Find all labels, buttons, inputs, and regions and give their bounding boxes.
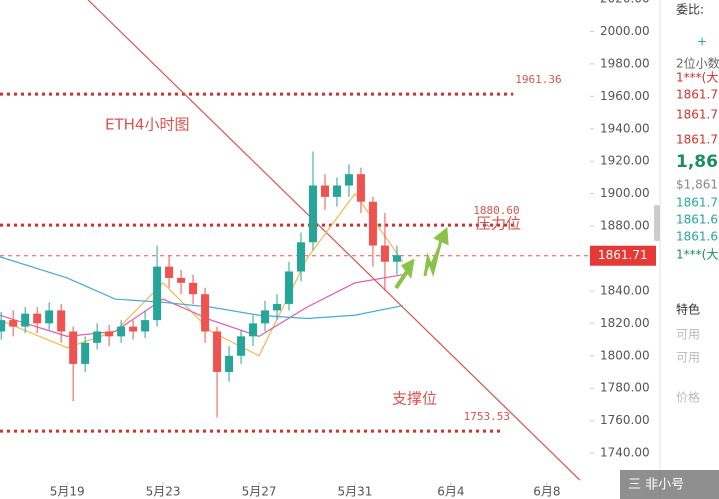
panel-text: 委比: <box>676 3 704 17</box>
level-note: 支撑位 <box>392 390 437 408</box>
candle-body <box>285 271 294 304</box>
candle-body <box>320 185 329 197</box>
candle-body <box>261 310 270 324</box>
panel-text: 1861.6 <box>676 230 718 244</box>
y-tick-label: 1780.00 <box>600 381 650 395</box>
y-tick-label: 1820.00 <box>600 316 650 330</box>
last-price-box <box>590 245 656 266</box>
y-tick-label: 1980.00 <box>600 56 650 70</box>
candle-body <box>308 185 317 243</box>
candle-body <box>9 320 18 327</box>
x-tick-label: 6月4 <box>437 485 464 499</box>
panel-text: 1***(大 <box>676 248 718 262</box>
y-tick-label: 1920.00 <box>600 154 650 168</box>
x-tick-label: 5月31 <box>338 485 373 499</box>
watermark: 三 非小号 <box>628 478 684 493</box>
y-tick-label: 1880.00 <box>600 219 650 233</box>
panel-text: 2位小数 <box>676 56 719 71</box>
candle-body <box>69 331 78 364</box>
x-tick-label: 5月23 <box>146 485 181 499</box>
candle-body <box>213 331 222 373</box>
candle-body <box>356 174 365 202</box>
level-note: 压力位 <box>476 215 521 233</box>
level-label: 1961.36 <box>515 73 561 86</box>
x-tick-label: 6月8 <box>533 485 560 499</box>
candle-body <box>225 355 234 373</box>
scroll-handle[interactable] <box>654 205 660 241</box>
moving-average <box>0 192 404 357</box>
candle-body <box>380 245 389 262</box>
y-tick-label: 1740.00 <box>600 446 650 460</box>
candle-body <box>93 331 102 343</box>
chart-title: ETH4小时图 <box>105 116 189 134</box>
candle-body <box>237 336 246 356</box>
candle-body <box>45 310 54 324</box>
y-tick-label: 2020.00 <box>600 0 650 6</box>
arrows <box>394 227 449 290</box>
candle-body <box>344 174 353 186</box>
panel-text: 可用 <box>676 351 700 365</box>
candle-body <box>392 255 401 262</box>
candle-body <box>249 323 258 337</box>
candle-body <box>33 313 42 324</box>
level-label: 1880.60 <box>473 204 519 217</box>
panel-text: 可用 <box>676 328 700 342</box>
candle-body <box>0 320 6 332</box>
trendline <box>87 0 581 481</box>
candle-body <box>105 331 114 337</box>
last-price-label: 1861.71 <box>598 248 648 262</box>
x-tick-label: 5月27 <box>242 485 277 499</box>
level-label: 1753.53 <box>464 410 510 423</box>
candle-body <box>201 294 210 332</box>
candle-body <box>81 342 90 364</box>
candle-body <box>129 326 138 332</box>
moving-average <box>0 256 404 320</box>
y-tick-label: 1840.00 <box>600 283 650 297</box>
y-tick-label: 1960.00 <box>600 89 650 103</box>
candle-body <box>117 326 126 337</box>
panel-text: + <box>697 35 707 49</box>
panel-text: 特色 <box>676 302 700 317</box>
panel-text: 1***(大 <box>676 71 718 85</box>
candle-body <box>273 303 282 311</box>
candle-body <box>21 313 30 327</box>
candle-body <box>57 310 66 332</box>
x-tick-label: 5月19 <box>50 485 85 499</box>
candle-body <box>141 320 150 332</box>
panel-text: 价格 <box>676 390 700 405</box>
panel-text: 1861.72 <box>676 108 719 122</box>
y-tick-label: 1800.00 <box>600 348 650 362</box>
y-tick-label: 2000.00 <box>600 24 650 38</box>
y-tick-label: 1940.00 <box>600 121 650 135</box>
candle-body <box>296 242 305 272</box>
panel-text: 1861.71 <box>676 133 719 147</box>
panel-text: $1,861.7 <box>676 178 719 192</box>
moving-average <box>0 274 404 338</box>
watermark-bg <box>620 470 719 499</box>
y-tick-label: 1760.00 <box>600 413 650 427</box>
panel-text: 1861.7 <box>676 88 718 102</box>
candle-body <box>153 266 162 321</box>
y-tick-label: 1900.00 <box>600 186 650 200</box>
panel-text: 1861.70 <box>676 196 719 210</box>
panel-text: 1,861 <box>676 152 719 172</box>
candle-body <box>177 277 186 283</box>
candle-body <box>165 266 174 278</box>
candle-body <box>189 282 198 295</box>
panel-text: 1861.69 <box>676 213 719 227</box>
candle-body <box>368 201 377 246</box>
candle-body <box>332 185 341 197</box>
